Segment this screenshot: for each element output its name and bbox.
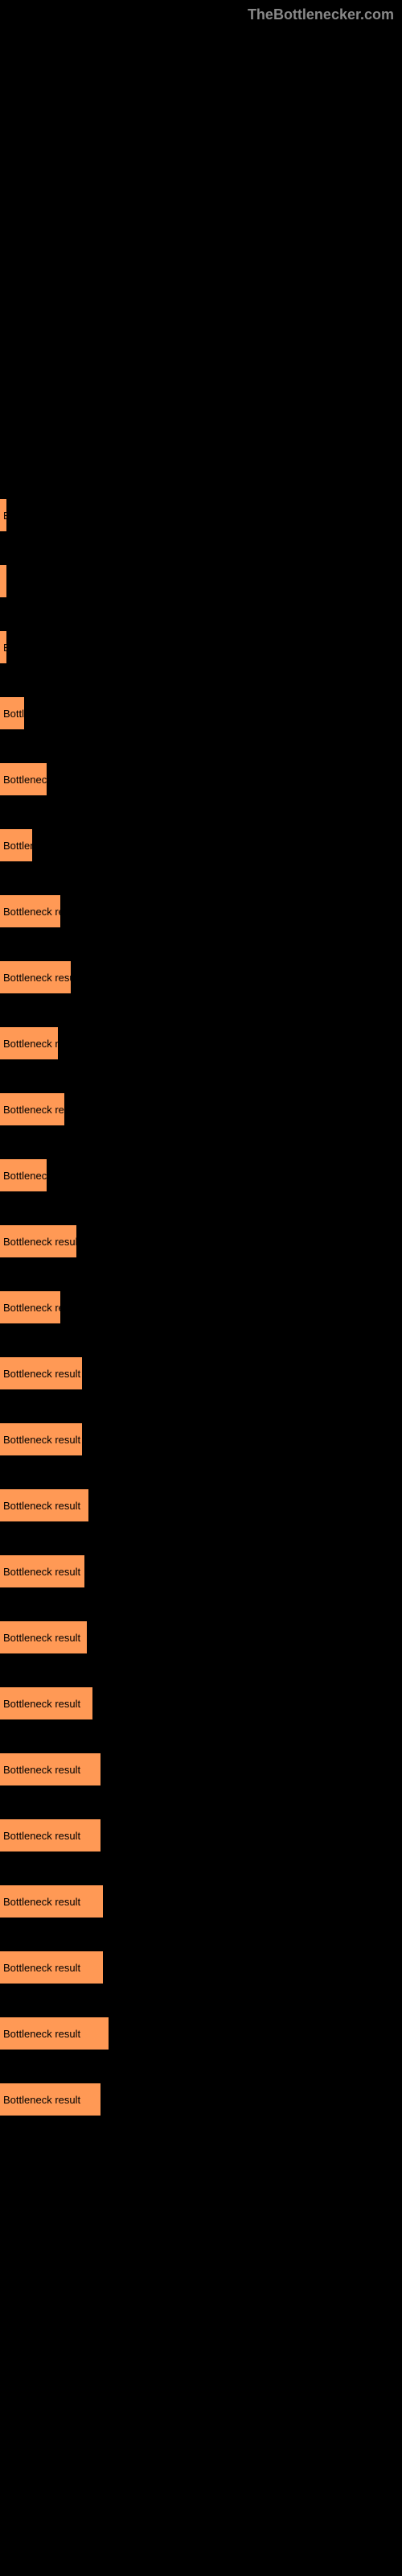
bar: Bottlen (0, 829, 32, 861)
bar: Bottle (0, 697, 24, 729)
bar-row: Bottle (0, 697, 402, 729)
bar-row: Bottleneck result (0, 1489, 402, 1521)
bar: Bottleneck (0, 763, 47, 795)
bar-row: Bottleneck r (0, 1027, 402, 1059)
bar-row: B (0, 499, 402, 531)
bar: Bottleneck re (0, 1291, 60, 1323)
bar-row: Bottleneck result (0, 1357, 402, 1389)
bar: Bottleneck result (0, 1555, 84, 1587)
bar: Bottleneck result (0, 1489, 88, 1521)
bar-row: Bottleneck result (0, 1555, 402, 1587)
bar: Bottleneck result (0, 1225, 76, 1257)
bar-row: Bottleneck result (0, 1951, 402, 1984)
bar-row: Bottleneck result (0, 1885, 402, 1918)
bar-row: Bottleneck result (0, 1225, 402, 1257)
bar: Bottleneck result (0, 2083, 100, 2116)
bar-row: Bottleneck result (0, 2017, 402, 2050)
watermark-text: TheBottlenecker.com (248, 6, 394, 23)
bar: Bottleneck result (0, 1423, 82, 1455)
bar: Bottleneck result (0, 2017, 109, 2050)
bar-row: Bottleneck re (0, 1291, 402, 1323)
bar-chart: B B Bottle Bottleneck Bottlen Bottleneck re Bo… (0, 0, 402, 2116)
bar: Bottleneck result (0, 1621, 87, 1653)
bar-row (0, 565, 402, 597)
bar (0, 565, 6, 597)
bar-row: Bottleneck result (0, 1687, 402, 1719)
bar: Bottleneck resu (0, 961, 71, 993)
bar-row: Bottleneck resu (0, 961, 402, 993)
bar-row: Bottleneck result (0, 1819, 402, 1852)
bar-row: Bottleneck re (0, 895, 402, 927)
bar: Bottleneck re (0, 895, 60, 927)
bar: Bottleneck result (0, 1753, 100, 1785)
bar-row: Bottleneck (0, 763, 402, 795)
bar: Bottleneck result (0, 1357, 82, 1389)
bar-row: Bottleneck res (0, 1093, 402, 1125)
bar-row: B (0, 631, 402, 663)
bar: Bottleneck res (0, 1093, 64, 1125)
bar: Bottleneck result (0, 1819, 100, 1852)
bar: Bottleneck result (0, 1687, 92, 1719)
bar-row: Bottleneck result (0, 1753, 402, 1785)
bar: Bottleneck r (0, 1027, 58, 1059)
bar: Bottleneck result (0, 1885, 103, 1918)
bar-row: Bottleneck result (0, 2083, 402, 2116)
bar-row: Bottlen (0, 829, 402, 861)
bar: Bottleneck (0, 1159, 47, 1191)
bar-row: Bottleneck (0, 1159, 402, 1191)
bar-row: Bottleneck result (0, 1423, 402, 1455)
bar: Bottleneck result (0, 1951, 103, 1984)
bar-row: Bottleneck result (0, 1621, 402, 1653)
bar: B (0, 499, 6, 531)
bar: B (0, 631, 6, 663)
